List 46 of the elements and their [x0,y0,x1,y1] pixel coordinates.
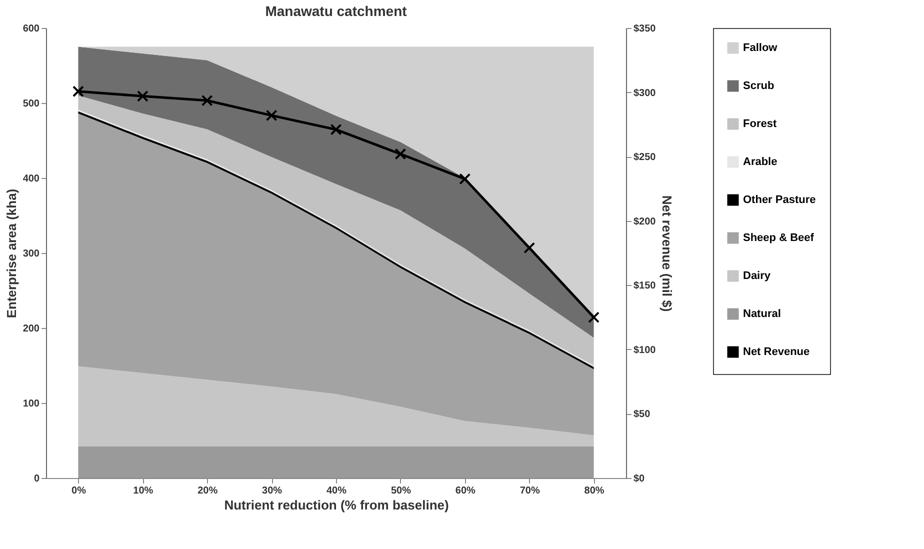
x-tick-label: 20% [198,486,218,496]
legend-label: Natural [743,308,781,320]
y2-tick-label: $250 [634,152,656,164]
legend-label: Arable [743,156,778,168]
point [524,242,536,254]
x-tick-label: 80% [584,486,604,496]
x-tick-label: 0% [71,486,86,496]
y-tick-label: 400 [22,174,40,184]
x-tick-label: 50% [390,486,412,496]
point [266,110,278,122]
y2-tick-label: $150 [634,280,656,292]
x-tick-label: 30% [262,486,282,496]
x-tick-label: 40% [326,486,347,496]
y2-tick-label: $200 [634,216,656,228]
x-tick-label: 70% [520,486,540,496]
x-tick-label: 10% [133,486,154,496]
legend-label: Other Pasture [743,194,816,206]
point [330,124,342,136]
point [394,148,406,160]
y2-tick-label: $50 [634,409,651,420]
legend-label: Sheep & Beef [743,232,814,244]
y-tick-label: 0 [34,474,40,484]
legend-label: Dairy [743,270,772,282]
legend-label: Forest [743,118,777,130]
y-tick-label: 200 [22,324,40,334]
point [72,86,84,98]
y2-tick-label: $0 [634,474,646,484]
chart-title: Manawatu catchment [265,3,408,19]
y-axis-title: Enterprise area (kha) [4,188,19,318]
y-tick-label: 600 [22,24,40,34]
point [201,94,213,106]
x-tick-label: 60% [455,486,476,496]
y2-tick-label: $100 [634,344,656,356]
legend-label: Net Revenue [743,346,810,358]
point [588,312,600,324]
y2-tick-label: $350 [634,24,656,34]
y-tick-label: 300 [22,248,40,260]
point [459,173,471,185]
y-tick-label: 100 [22,398,40,410]
point [136,90,148,102]
y-tick-label: 500 [22,98,40,110]
y2-axis-title: Net revenue (mil $) [660,195,675,312]
legend-label: Scrub [743,80,774,92]
legend-label: Fallow [743,42,778,54]
y2-tick-label: $300 [634,88,656,99]
x-axis-title: Nutrient reduction (% from baseline) [224,498,449,512]
